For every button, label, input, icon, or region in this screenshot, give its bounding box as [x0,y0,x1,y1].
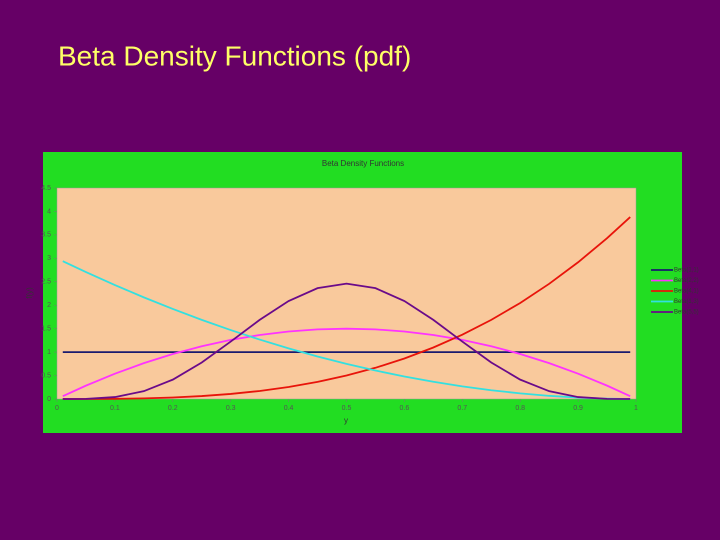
series-line [62,327,631,398]
series-line [62,282,631,400]
y-tick-label: 2 [47,302,51,309]
x-tick-label: 0.9 [573,405,583,412]
x-tick-label: 0 [55,405,59,412]
series-line [62,260,631,400]
slide-title: Beta Density Functions (pdf) [58,40,411,71]
y-tick-label: 1 [47,349,51,356]
y-tick-label: 0 [47,396,51,403]
x-tick-label: 0.5 [342,405,352,412]
x-tick-label: 0.4 [284,405,294,412]
y-tick-label: 4 [47,208,51,215]
x-tick-label: 0.6 [400,405,410,412]
legend-label: Beta(5,5) [674,310,699,316]
series-line [62,216,631,400]
x-tick-label: 1 [634,405,638,412]
legend-label: Beta(1,3) [674,299,699,305]
y-tick-label: 2.5 [41,279,51,286]
legend-label: Beta(2,2) [674,278,699,284]
x-tick-label: 0.7 [457,405,467,412]
plot-area [56,187,637,400]
x-axis-label: y [344,416,348,425]
legend-label: Beta(4,1) [674,289,699,295]
chart-title: Beta Density Functions [322,159,404,168]
y-tick-label: 1.5 [41,326,51,333]
x-tick-label: 0.2 [168,405,178,412]
y-tick-label: 4.5 [41,185,51,192]
x-tick-label: 0.3 [226,405,236,412]
y-tick-label: 0.5 [41,372,51,379]
y-axis-label: f(y) [25,287,34,299]
y-tick-label: 3.5 [41,232,51,239]
legend-label: Beta(1,1) [674,268,699,274]
x-tick-label: 0.8 [515,405,525,412]
y-tick-label: 3 [47,255,51,262]
x-tick-label: 0.1 [110,405,120,412]
